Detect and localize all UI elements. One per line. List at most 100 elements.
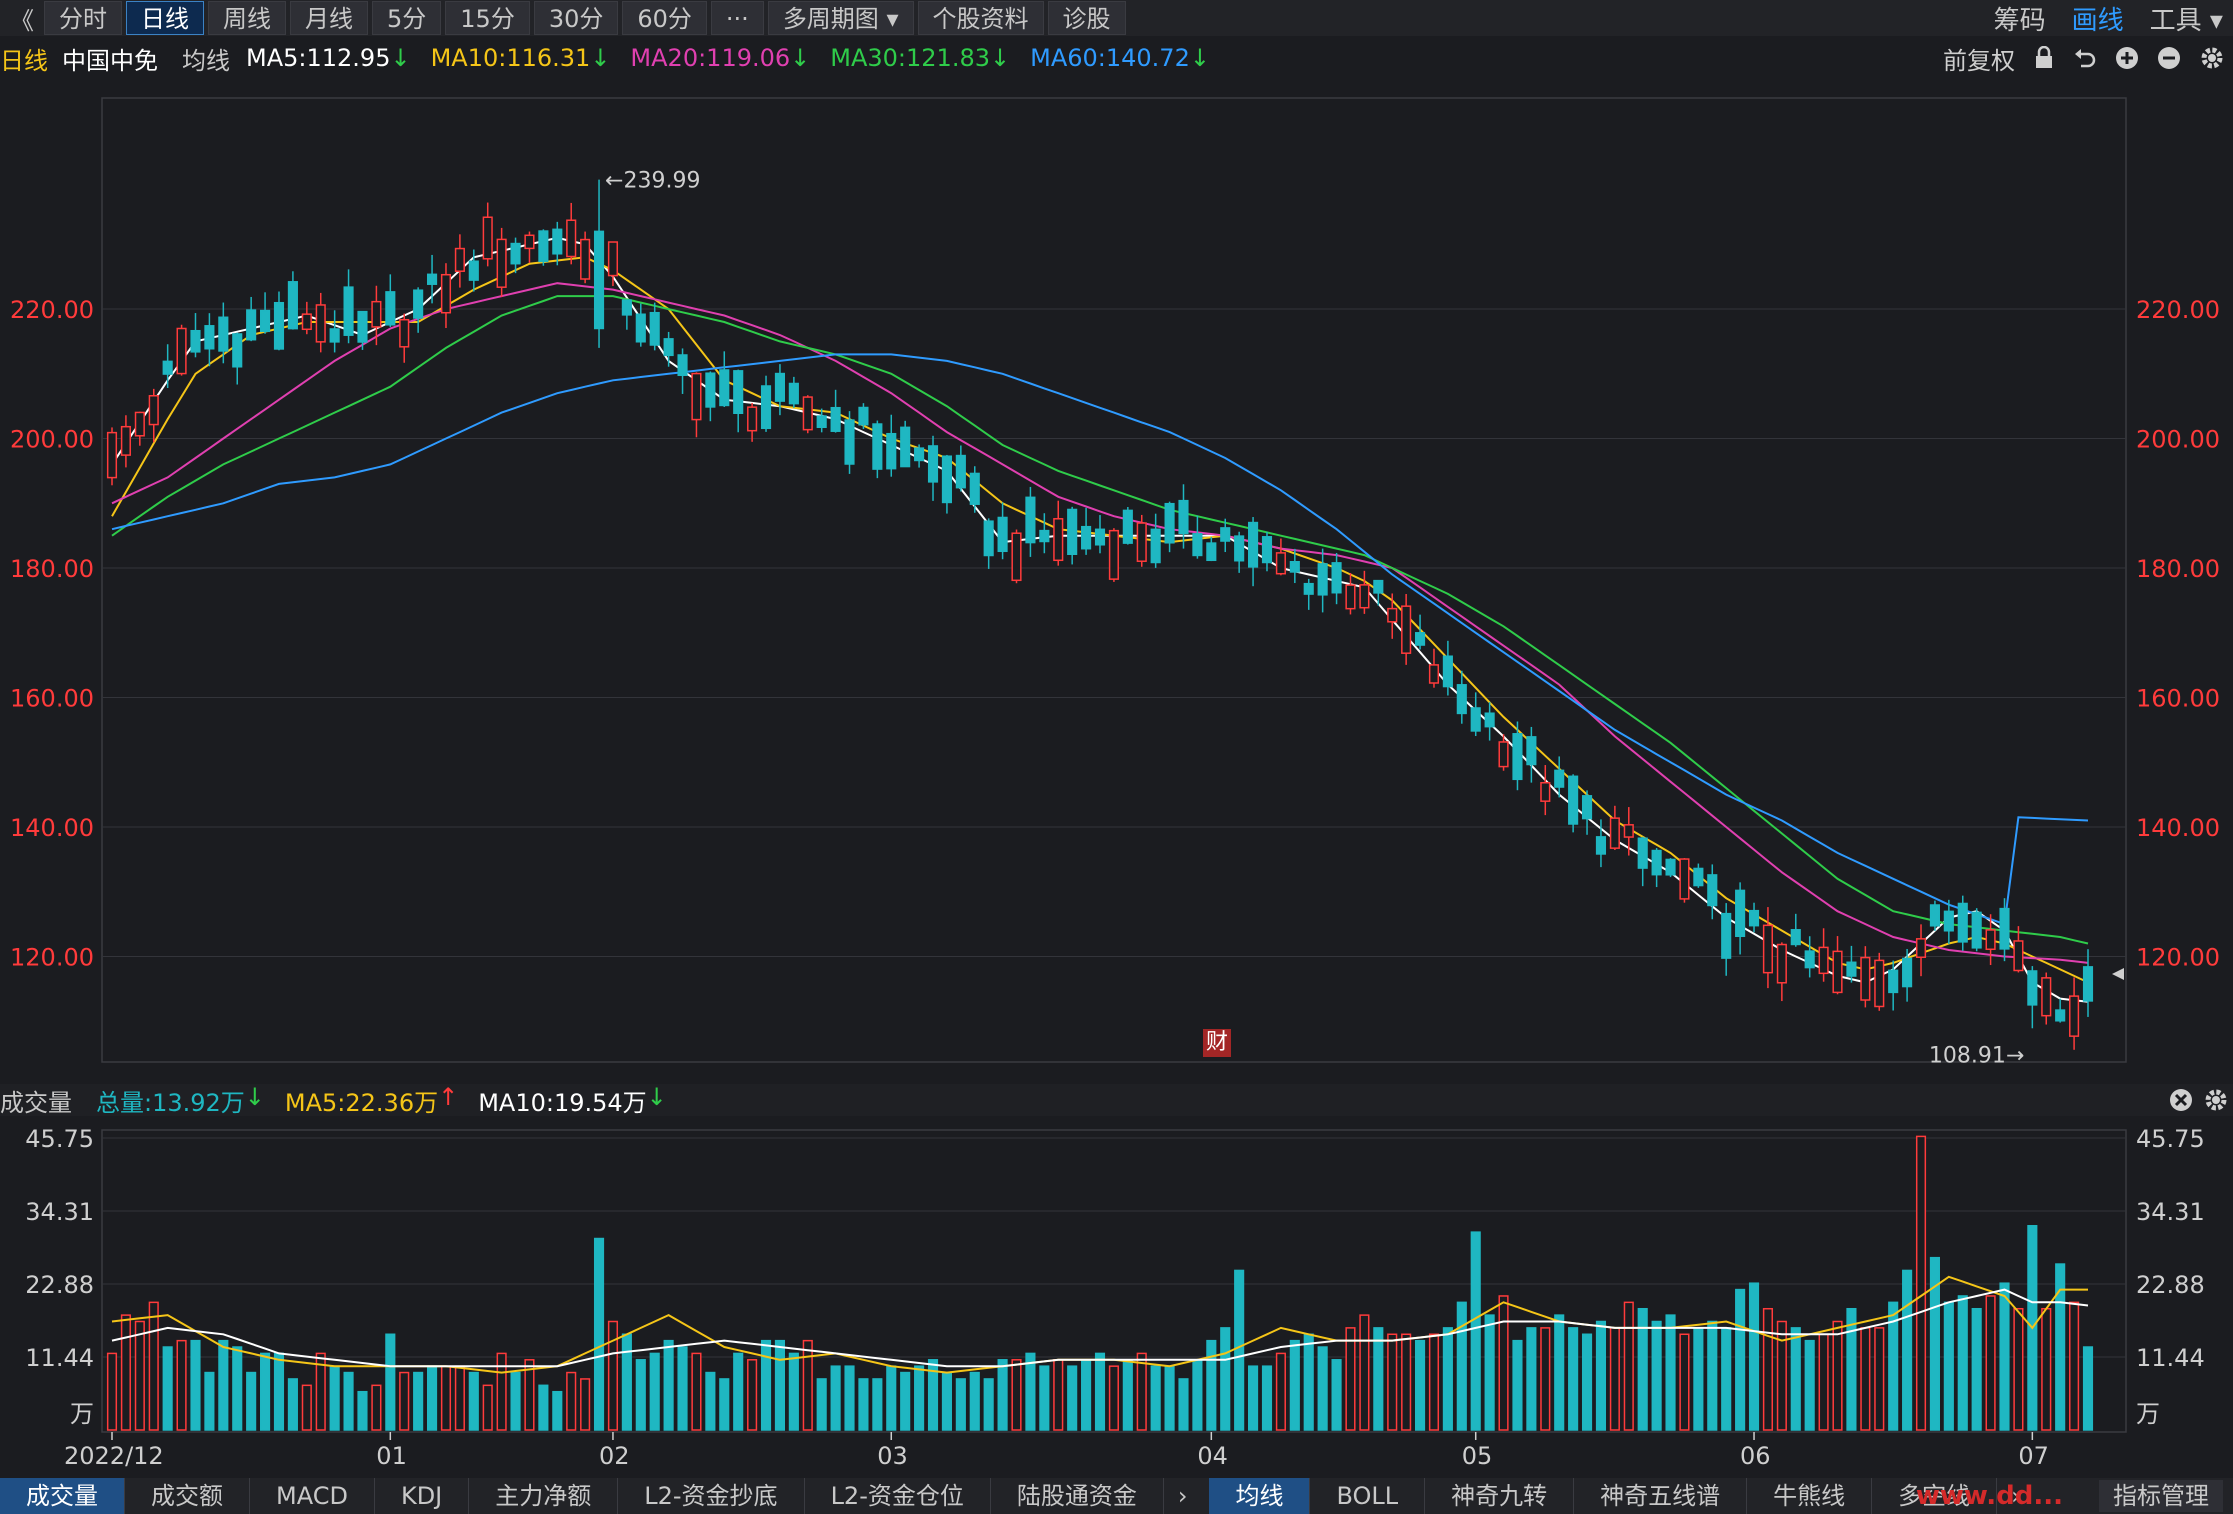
volume-chart[interactable]: 11.44 11.44 22.88 22.88 34.31 34.31 45.75 45.75… (0, 1116, 2233, 1478)
indicator-tab-6[interactable]: L2-资金仓位 (805, 1478, 991, 1514)
ma-arrow-3: ↓ (990, 44, 1011, 72)
candle-body (454, 247, 465, 272)
indicator-tab-1[interactable]: 成交额 (125, 1478, 250, 1514)
toolbar-right: 筹码 画线 工具 ▾ (1994, 0, 2223, 36)
volume-bar (413, 1371, 424, 1431)
ma-value-0: MA5:112.95 (246, 44, 391, 72)
volume-bar (1067, 1365, 1078, 1431)
volume-bar (1818, 1333, 1829, 1431)
tab-period-3[interactable]: 月线 (290, 1, 368, 35)
candle-body (774, 372, 786, 402)
candle-body (1776, 943, 1787, 984)
scroll-right-icon-2[interactable]: › (2011, 1482, 2021, 1510)
indicator-tab-2[interactable]: MACD (250, 1478, 375, 1514)
volume-label[interactable]: 成交量 (0, 1088, 72, 1117)
volume-bar (510, 1371, 521, 1431)
candle-body (1081, 525, 1092, 550)
volume-bar (1025, 1352, 1036, 1431)
volume-bar (1804, 1339, 1815, 1431)
scroll-right-icon[interactable]: › (1177, 1482, 1188, 1510)
volume-bar (914, 1365, 925, 1431)
tab-period-1[interactable]: 日线 (126, 1, 204, 35)
stock-name[interactable]: 中国中免 (62, 46, 158, 75)
candle-body (496, 238, 507, 288)
candle-body (1804, 950, 1815, 969)
lock-icon[interactable] (2033, 46, 2055, 70)
price-tick-right: 120.00 (2136, 943, 2220, 971)
zoom-in-icon[interactable] (2115, 46, 2139, 70)
tab-period-8[interactable]: ··· (710, 1, 764, 35)
toolbar-right-1[interactable]: 画线 (2071, 5, 2124, 36)
adjust-mode[interactable]: 前复权 (1943, 46, 2015, 75)
volume-bar (566, 1371, 577, 1431)
toolbar-right-2[interactable]: 工具 ▾ (2149, 5, 2223, 36)
volume-bar (1164, 1365, 1175, 1431)
indicator-tab-4[interactable]: 主力净额 (469, 1478, 619, 1514)
volume-bar (997, 1359, 1008, 1431)
indicator-tab-3[interactable]: KDJ (375, 1478, 470, 1514)
volume-bar (1456, 1301, 1467, 1431)
candle-body (1387, 607, 1398, 623)
volume-arrow-1: ↑ (438, 1082, 459, 1111)
volume-bar (1609, 1327, 1620, 1431)
volume-tick-right: 45.75 (2136, 1125, 2205, 1153)
tab-period-2[interactable]: 周线 (208, 1, 286, 35)
tab-period-6[interactable]: 30分 (533, 1, 619, 35)
volume-bar (1484, 1314, 1495, 1431)
indicator-tab-5[interactable]: L2-资金抄底 (618, 1478, 805, 1514)
candle-body (663, 338, 674, 357)
volume-bar (705, 1371, 716, 1431)
indicator-tab-0[interactable]: 成交量 (0, 1478, 125, 1514)
candle-body (1929, 904, 1940, 927)
close-icon[interactable] (2169, 1088, 2193, 1112)
price-tick-left: 120.00 (10, 943, 94, 971)
candle-body (1067, 508, 1078, 556)
settings-gear-icon[interactable] (2199, 45, 2225, 71)
volume-bar (1387, 1333, 1398, 1431)
volume-bar (232, 1346, 243, 1431)
candle-body (914, 447, 925, 462)
candle-body (287, 281, 298, 330)
volume-tick-right: 11.44 (2136, 1344, 2205, 1372)
volume-settings-icon[interactable] (2203, 1087, 2229, 1113)
caifu-marker[interactable]: 财 (1203, 1029, 1231, 1057)
tab-period-5[interactable]: 15分 (445, 1, 530, 35)
overlay-tab-5[interactable]: 多空线 (1872, 1478, 1998, 1514)
candle-body (1470, 707, 1481, 732)
tab-period-7[interactable]: 60分 (622, 1, 707, 35)
tab-period-11[interactable]: 诊股 (1047, 1, 1126, 35)
toolbar-right-0[interactable]: 筹码 (1993, 5, 2046, 36)
candle-body (468, 260, 479, 281)
candle-body (872, 423, 883, 470)
candle-body (1289, 560, 1300, 573)
back-icon[interactable]: 《 (10, 6, 34, 35)
tab-period-0[interactable]: 分时 (44, 1, 122, 35)
candle-body (260, 309, 271, 333)
indicator-manage-button[interactable]: 指标管理 (2099, 1480, 2223, 1512)
volume-bar (1735, 1288, 1746, 1431)
candle-body (1790, 929, 1801, 946)
overlay-tab-3[interactable]: 神奇五线谱 (1574, 1478, 1748, 1514)
overlay-tab-2[interactable]: 神奇九转 (1425, 1478, 1575, 1514)
tab-period-9[interactable]: 多周期图 ▾ (767, 1, 914, 35)
volume-bar (190, 1339, 201, 1431)
ma-label[interactable]: 均线 (182, 46, 230, 75)
zoom-out-icon[interactable] (2157, 46, 2181, 70)
candle-body (2027, 970, 2038, 1006)
tab-period-4[interactable]: 5分 (372, 1, 442, 35)
candle-body (621, 299, 632, 316)
candlestick-chart[interactable]: 120.00 120.00 140.00 140.00 160.00 160.00 180.… (0, 76, 2233, 1084)
volume-bar (691, 1352, 702, 1431)
overlay-tab-1[interactable]: BOLL (1310, 1478, 1426, 1514)
tab-period-10[interactable]: 个股资料 (917, 1, 1044, 35)
indicator-tab-7[interactable]: 陆股通资金 (991, 1478, 1164, 1514)
overlay-tab-0[interactable]: 均线 (1209, 1478, 1311, 1514)
volume-bar (204, 1371, 215, 1431)
price-tick-right: 160.00 (2136, 685, 2220, 713)
candle-body (1568, 775, 1579, 825)
candle-body (1623, 824, 1634, 838)
undo-icon[interactable] (2073, 46, 2097, 70)
overlay-tab-4[interactable]: 牛熊线 (1747, 1478, 1873, 1514)
price-tick-left: 160.00 (10, 685, 94, 713)
volume-bar (635, 1359, 646, 1431)
